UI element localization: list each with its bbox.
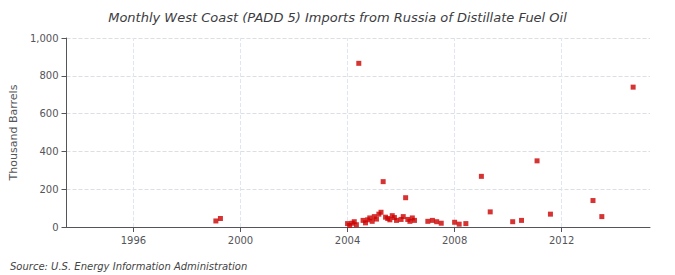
svg-text:400: 400 (39, 146, 58, 157)
svg-text:2008: 2008 (442, 235, 467, 246)
svg-text:2004: 2004 (335, 235, 360, 246)
svg-text:Source: U.S. Energy Informatio: Source: U.S. Energy Information Administ… (10, 261, 247, 272)
svg-text:1996: 1996 (121, 235, 146, 246)
svg-text:2012: 2012 (549, 235, 574, 246)
svg-text:0: 0 (52, 222, 58, 233)
svg-text:600: 600 (39, 108, 58, 119)
svg-text:Monthly West Coast (PADD 5) Im: Monthly West Coast (PADD 5) Imports from… (108, 10, 567, 25)
svg-text:800: 800 (39, 70, 58, 81)
svg-text:Thousand Barrels: Thousand Barrels (7, 84, 20, 181)
svg-text:200: 200 (39, 184, 58, 195)
svg-text:1,000: 1,000 (30, 33, 59, 44)
svg-text:2000: 2000 (228, 235, 253, 246)
